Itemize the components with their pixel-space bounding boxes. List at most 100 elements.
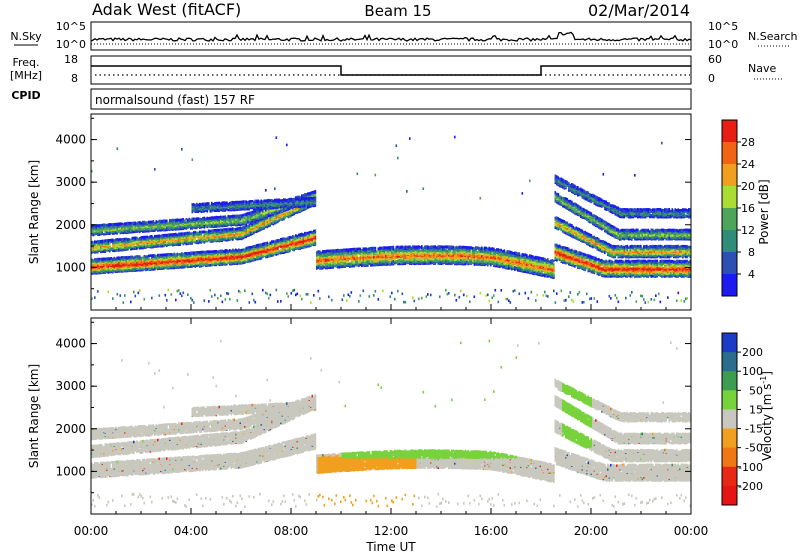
- heatmap-cell: [144, 236, 146, 239]
- heatmap-cell: [94, 296, 96, 299]
- heatmap-cell: [253, 201, 255, 204]
- heatmap-cell: [174, 219, 176, 222]
- heatmap-cell: [196, 217, 198, 220]
- heatmap-cell: [190, 232, 192, 235]
- heatmap-cell: [166, 299, 168, 302]
- heatmap-cell: [240, 249, 242, 252]
- heatmap-cell: [138, 238, 140, 241]
- heatmap-cell: [97, 224, 99, 227]
- heatmap-cell: [172, 219, 174, 222]
- heatmap-cell: [114, 223, 116, 226]
- heatmap-cell: [135, 256, 137, 259]
- heatmap-cell: [183, 232, 185, 235]
- heatmap-cell: [129, 246, 131, 249]
- heatmap-cell: [193, 301, 195, 304]
- heatmap-cell: [100, 258, 102, 261]
- heatmap-cell: [151, 221, 153, 224]
- heatmap-cell: [108, 239, 110, 242]
- heatmap-cell: [133, 237, 135, 240]
- heatmap-cell: [195, 218, 197, 221]
- heatmap-cell: [216, 202, 218, 205]
- heatmap-cell: [114, 239, 116, 242]
- heatmap-cell: [250, 200, 252, 203]
- heatmap-cell: [100, 262, 102, 265]
- heatmap-cell: [100, 224, 102, 227]
- heatmap-cell: [129, 222, 131, 225]
- heatmap-cell: [244, 217, 246, 220]
- heatmap-cell: [225, 234, 227, 237]
- heatmap-cell: [217, 297, 219, 300]
- heatmap-cell: [198, 251, 200, 254]
- heatmap-cell: [217, 250, 219, 253]
- freq-left-tick-bottom: 8: [71, 72, 78, 85]
- heatmap-cell: [234, 249, 236, 252]
- heatmap-cell: [162, 220, 164, 223]
- heatmap-cell: [195, 236, 197, 239]
- heatmap-cell: [117, 147, 119, 150]
- heatmap-cell: [181, 218, 183, 221]
- heatmap-cell: [99, 258, 101, 261]
- heatmap-cell: [190, 219, 192, 222]
- heatmap-cell: [199, 203, 201, 206]
- heatmap-cell: [138, 221, 140, 224]
- heatmap-cell: [207, 206, 209, 209]
- heatmap-cell: [258, 244, 260, 247]
- heatmap-cell: [201, 231, 203, 234]
- heatmap-cell: [195, 251, 197, 254]
- heatmap-cell: [139, 237, 141, 240]
- freq-left-label-2: [MHz]: [10, 69, 42, 82]
- heatmap-cell: [202, 217, 204, 220]
- heatmap-cell: [262, 200, 264, 203]
- heatmap-cell: [246, 247, 248, 250]
- heatmap-cell: [141, 228, 143, 231]
- heatmap-cell: [184, 241, 186, 244]
- heatmap-cell: [168, 222, 170, 225]
- heatmap-cell: [184, 232, 186, 235]
- heatmap-cell: [249, 212, 251, 215]
- heatmap-cell: [252, 211, 254, 214]
- heatmap-cell: [177, 218, 179, 221]
- heatmap-cell: [249, 215, 251, 218]
- heatmap-cell: [249, 301, 251, 304]
- beam-title: Beam 15: [364, 2, 431, 20]
- heatmap-cell: [210, 253, 212, 256]
- heatmap-cell: [259, 258, 261, 261]
- heatmap-cell: [264, 242, 266, 245]
- heatmap-cell: [123, 223, 125, 226]
- heatmap-cell: [165, 253, 167, 256]
- heatmap-cell: [153, 220, 155, 223]
- heatmap-cell: [255, 203, 257, 206]
- heatmap-cell: [106, 224, 108, 227]
- heatmap-cell: [205, 218, 207, 221]
- heatmap-cell: [229, 298, 231, 301]
- heatmap-cell: [145, 236, 147, 239]
- heatmap-cell: [124, 222, 126, 225]
- heatmap-cell: [145, 221, 147, 224]
- heatmap-cell: [165, 294, 167, 297]
- heatmap-cell: [120, 238, 122, 241]
- heatmap-cell: [168, 289, 170, 292]
- heatmap-cell: [111, 257, 113, 260]
- heatmap-cell: [252, 213, 254, 216]
- heatmap-cell: [177, 234, 179, 237]
- heatmap-cell: [219, 229, 221, 232]
- heatmap-cell: [118, 256, 120, 259]
- heatmap-cell: [237, 299, 239, 302]
- heatmap-cell: [102, 232, 104, 235]
- heatmap-cell: [160, 220, 162, 223]
- heatmap-cell: [256, 254, 258, 257]
- heatmap-cell: [142, 257, 144, 260]
- cpid-label: CPID: [11, 89, 40, 102]
- heatmap-cell: [219, 216, 221, 219]
- heatmap-cell: [154, 235, 156, 238]
- heatmap-cell: [226, 217, 228, 220]
- radar-summary-plot: Adak West (fitACF) Beam 15 02/Mar/2014 N…: [0, 0, 800, 554]
- heatmap-cell: [124, 247, 126, 250]
- heatmap-cell: [202, 251, 204, 254]
- heatmap-cell: [226, 292, 228, 295]
- heatmap-cell: [207, 202, 209, 205]
- heatmap-cell: [169, 253, 171, 256]
- heatmap-cell: [103, 233, 105, 236]
- heatmap-cell: [229, 215, 231, 218]
- heatmap-cell: [267, 242, 269, 245]
